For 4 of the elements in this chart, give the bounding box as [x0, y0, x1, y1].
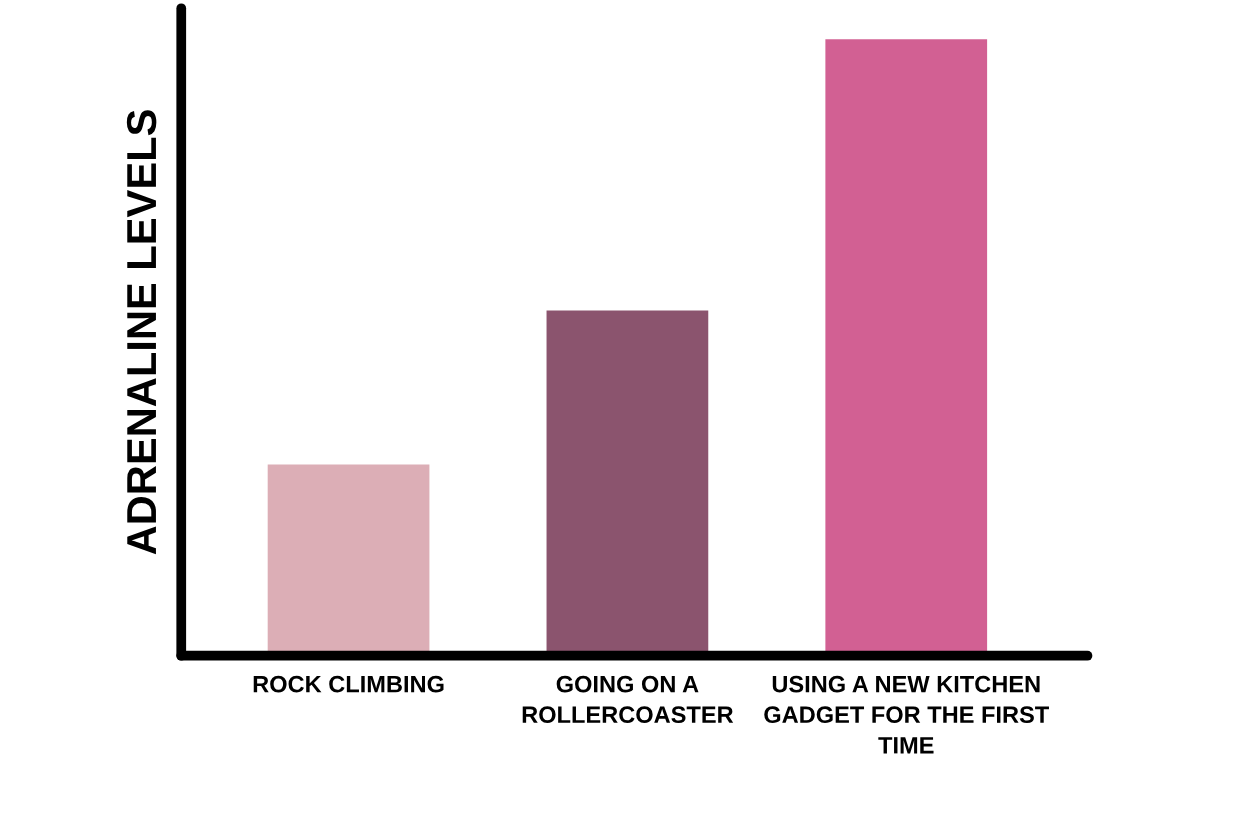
- x-tick-label: USING A NEW KITCHEN GADGET FOR THE FIRST TIME: [764, 675, 1049, 754]
- y-axis-title: ADRENALINE LEVELS: [126, 110, 157, 555]
- x-tick-label: ROCK CLIMBING: [253, 675, 444, 693]
- x-tick-label: GOING ON A ROLLERCOASTER: [522, 675, 734, 724]
